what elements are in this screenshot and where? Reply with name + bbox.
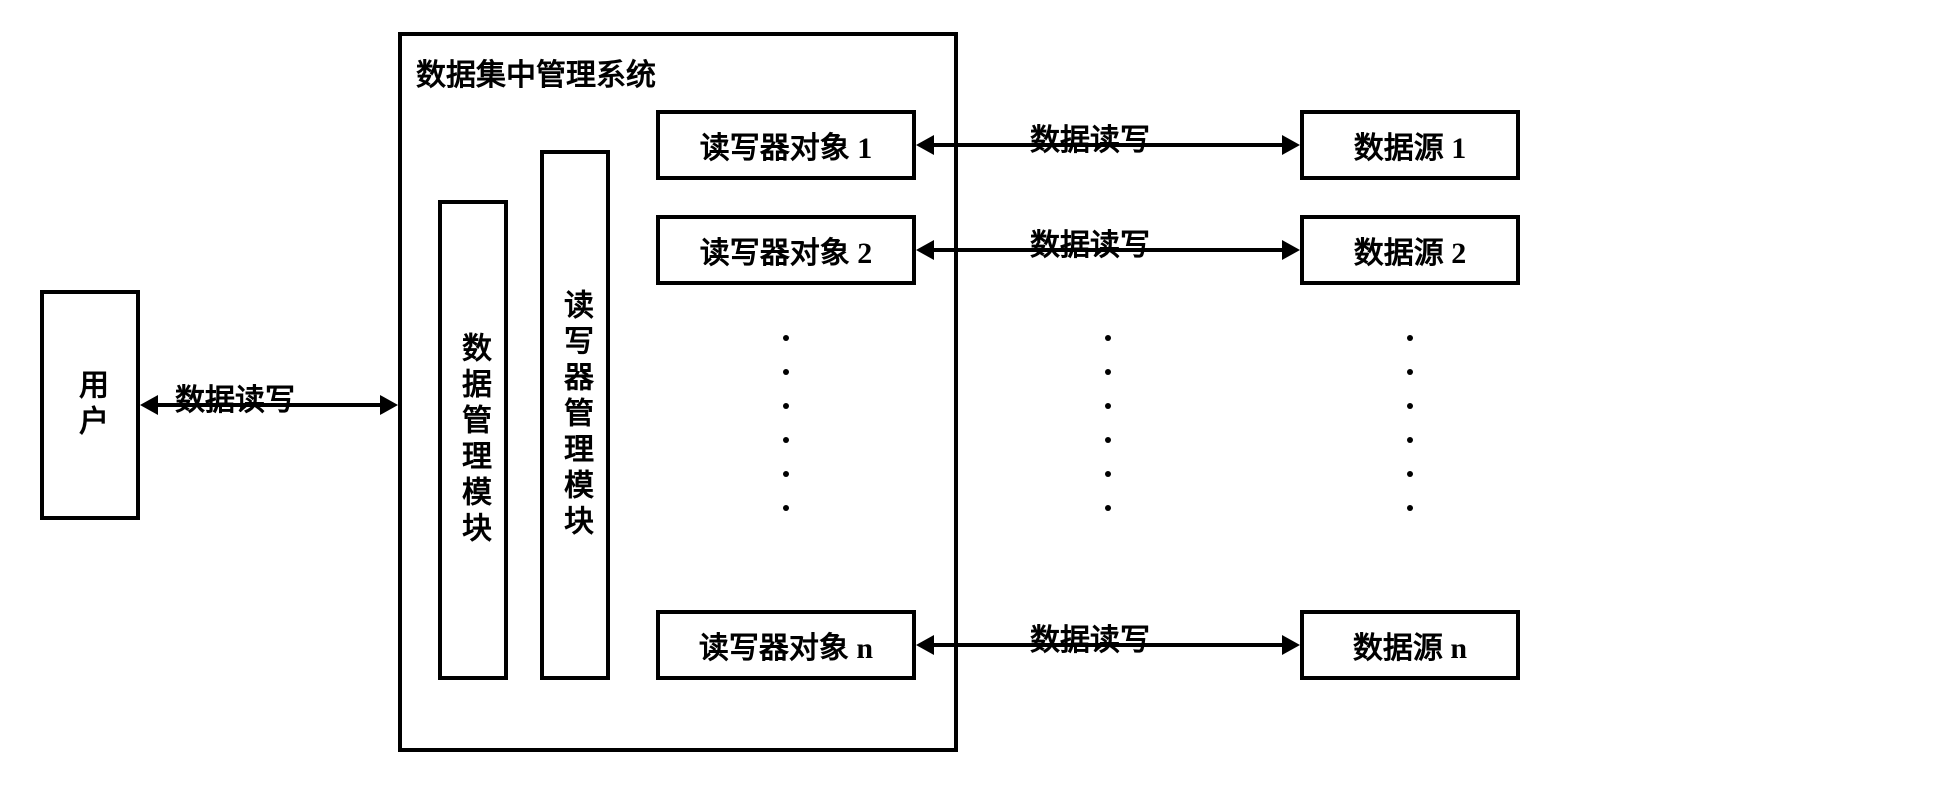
data-source-n-box: 数据源 n <box>1300 610 1520 680</box>
label-rw1-ds1: 数据读写 <box>1030 115 1150 159</box>
ellipsis-reader-writer <box>783 335 789 511</box>
data-source-2-box: 数据源 2 <box>1300 215 1520 285</box>
data-management-module-box: 数据管理模块 <box>438 200 508 680</box>
label-user-system: 数据读写 <box>175 375 295 419</box>
label-rw2-ds2: 数据读写 <box>1030 220 1150 264</box>
data-source-1-box: 数据源 1 <box>1300 110 1520 180</box>
label-rwn-dsn: 数据读写 <box>1030 615 1150 659</box>
reader-writer-object-n-box: 读写器对象 n <box>656 610 916 680</box>
reader-writer-management-module-box: 读写器管理模块 <box>540 150 610 680</box>
reader-writer-object-1-box: 读写器对象 1 <box>656 110 916 180</box>
ellipsis-middle <box>1105 335 1111 511</box>
ellipsis-data-source <box>1407 335 1413 511</box>
reader-writer-object-2-box: 读写器对象 2 <box>656 215 916 285</box>
system-title: 数据集中管理系统 <box>416 50 656 94</box>
user-box: 用户 <box>40 290 140 520</box>
